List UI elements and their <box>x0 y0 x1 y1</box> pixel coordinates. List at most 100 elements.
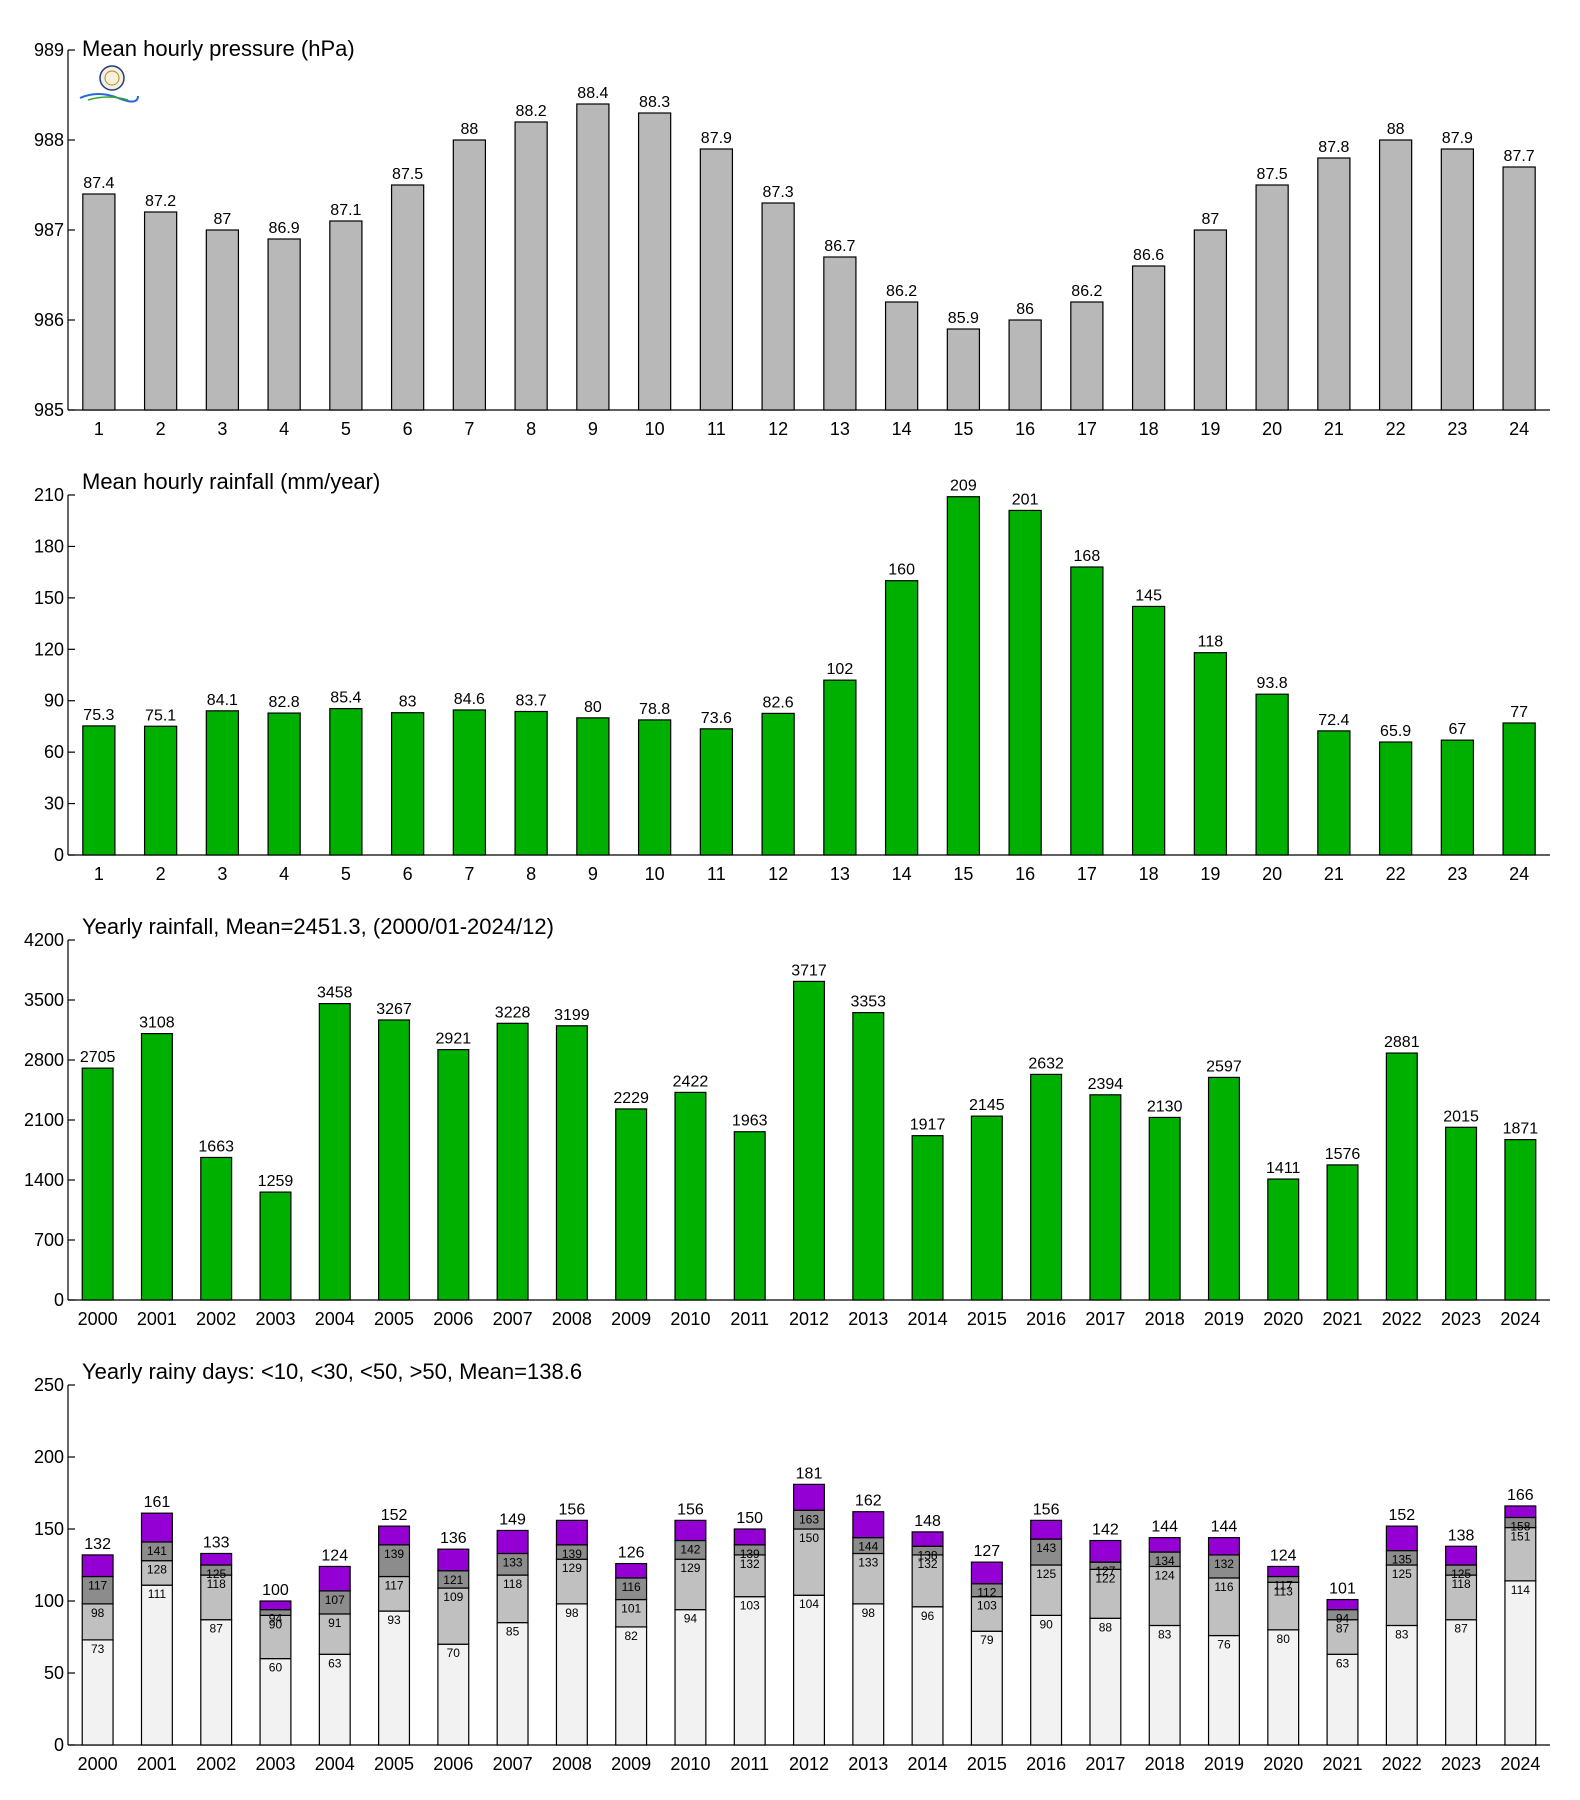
bar <box>1504 1139 1537 1301</box>
x-tick-label: 2024 <box>1500 1754 1540 1774</box>
y-tick-label: 987 <box>34 220 64 240</box>
x-tick-label: 2012 <box>789 1309 829 1329</box>
y-tick-label: 210 <box>34 485 64 505</box>
x-tick-label: 3 <box>217 419 227 439</box>
rainy-days-chart: Yearly rainy days: <10, <30, <50, >50, M… <box>34 1359 1550 1774</box>
bar <box>699 728 734 856</box>
bar-value-label: 88.4 <box>577 85 608 102</box>
segment-label-lt30: 118 <box>207 1577 226 1591</box>
bar-value-label: 102 <box>827 661 854 678</box>
bar-segment-lt10 <box>1148 1624 1181 1746</box>
x-tick-label: 2017 <box>1085 1309 1125 1329</box>
x-tick-label: 2008 <box>552 1754 592 1774</box>
segment-label-lt10: 93 <box>387 1613 401 1627</box>
bar <box>267 712 301 856</box>
bar-segment-lt10 <box>259 1657 292 1746</box>
bar-value-label: 82.8 <box>269 694 300 711</box>
bar-value-label: 2394 <box>1088 1076 1124 1093</box>
bar <box>576 717 610 856</box>
bar-value-label: 87.5 <box>1257 166 1288 183</box>
bar-value-label: 77 <box>1510 704 1528 721</box>
bar-value-label: 3108 <box>139 1015 175 1032</box>
bar <box>1502 166 1536 411</box>
bar-value-label: 1871 <box>1503 1121 1539 1138</box>
segment-label-lt10: 87 <box>210 1622 224 1636</box>
x-tick-label: 10 <box>645 864 665 884</box>
x-tick-label: 2002 <box>196 1309 236 1329</box>
x-tick-label: 2003 <box>255 1754 295 1774</box>
bar-value-label: 87.7 <box>1504 148 1535 165</box>
x-tick-label: 2020 <box>1263 1754 1303 1774</box>
segment-label-lt30: 125 <box>1036 1567 1056 1581</box>
x-tick-label: 1 <box>94 419 104 439</box>
x-tick-label: 22 <box>1386 419 1406 439</box>
bar-segment-lt10 <box>1385 1624 1418 1746</box>
x-tick-label: 9 <box>588 864 598 884</box>
segment-label-lt30: 132 <box>740 1557 760 1571</box>
segment-label-lt50: 117 <box>1274 1579 1293 1593</box>
x-tick-label: 12 <box>768 419 788 439</box>
x-tick-label: 10 <box>645 419 665 439</box>
x-tick-label: 2019 <box>1204 1309 1244 1329</box>
segment-label-lt30: 122 <box>1095 1571 1115 1585</box>
logo-seal-inner <box>104 70 120 86</box>
bar-segment-lt30 <box>733 1554 766 1598</box>
bar-value-label: 83 <box>399 694 417 711</box>
segment-label-lt10: 73 <box>91 1642 105 1656</box>
bar-value-label: 3267 <box>376 1001 412 1018</box>
y-tick-label: 985 <box>34 400 64 420</box>
x-tick-label: 17 <box>1077 419 1097 439</box>
bar-value-label: 2881 <box>1384 1034 1420 1051</box>
y-tick-label: 2800 <box>24 1050 64 1070</box>
bar <box>1131 265 1166 411</box>
segment-label-lt50: 132 <box>1214 1557 1234 1571</box>
x-tick-label: 2016 <box>1026 1754 1066 1774</box>
x-tick-label: 13 <box>830 419 850 439</box>
bar-segment-lt30 <box>1207 1577 1240 1637</box>
x-tick-label: 2001 <box>137 1754 177 1774</box>
y-tick-label: 180 <box>34 536 64 556</box>
y-tick-label: 100 <box>34 1591 64 1611</box>
bar-value-label: 86.2 <box>886 283 917 300</box>
segment-label-lt30: 109 <box>443 1590 463 1604</box>
bar-total-label: 162 <box>855 1493 882 1510</box>
bar <box>823 679 857 856</box>
bar-value-label: 86.6 <box>1133 247 1164 264</box>
bar-value-label: 65.9 <box>1380 723 1411 740</box>
bar-value-label: 160 <box>888 562 915 579</box>
bar-value-label: 3353 <box>850 994 886 1011</box>
bar-total-label: 100 <box>262 1582 289 1599</box>
segment-label-lt50: 135 <box>1392 1553 1412 1567</box>
bar-segment-lt30 <box>615 1598 648 1628</box>
bar-segment-gt50 <box>615 1562 648 1579</box>
segment-label-lt30: 129 <box>680 1561 700 1575</box>
bar <box>1440 739 1475 856</box>
bar-value-label: 1576 <box>1325 1146 1361 1163</box>
bar <box>555 1025 588 1301</box>
bar-total-label: 101 <box>1329 1581 1356 1598</box>
bar-segment-lt10 <box>1267 1629 1300 1746</box>
bar-value-label: 209 <box>950 478 977 495</box>
x-tick-label: 2000 <box>78 1309 118 1329</box>
segment-label-lt30: 151 <box>1510 1530 1530 1544</box>
x-tick-label: 2012 <box>789 1754 829 1774</box>
bar-segment-lt30 <box>200 1574 233 1621</box>
segment-label-lt50: 139 <box>384 1547 404 1561</box>
segment-label-lt10: 88 <box>1099 1620 1113 1634</box>
bar <box>1008 319 1042 411</box>
bar-total-label: 136 <box>440 1530 467 1547</box>
bar-value-label: 87.9 <box>701 130 732 147</box>
bar-segment-gt50 <box>1089 1539 1122 1563</box>
bar <box>1267 1178 1300 1301</box>
y-tick-label: 50 <box>44 1663 64 1683</box>
bar-segment-gt50 <box>1030 1519 1063 1540</box>
bar-segment-lt10 <box>140 1584 173 1746</box>
bar-segment-gt50 <box>437 1548 470 1572</box>
bar <box>792 980 826 1301</box>
x-tick-label: 2023 <box>1441 1754 1481 1774</box>
y-tick-label: 150 <box>34 1519 64 1539</box>
bar-value-label: 88.3 <box>639 94 670 111</box>
segment-label-lt30: 91 <box>328 1616 342 1630</box>
segment-label-lt10: 104 <box>799 1597 819 1611</box>
x-tick-label: 8 <box>526 864 536 884</box>
